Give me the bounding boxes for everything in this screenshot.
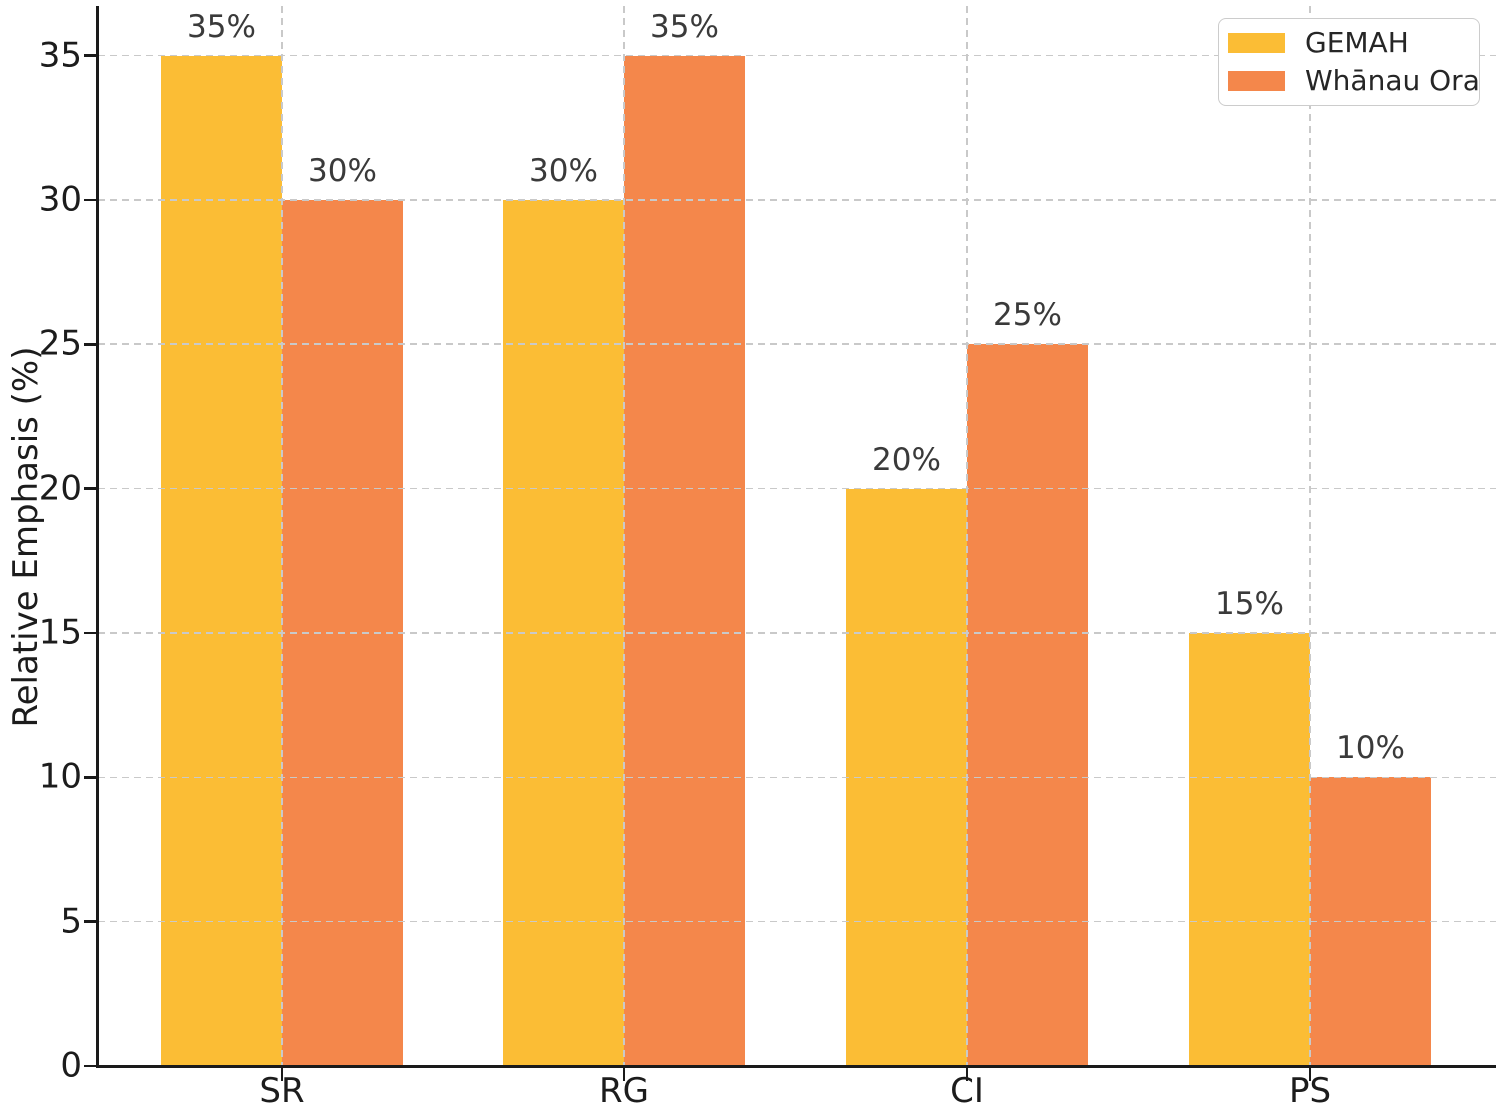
bar-value-label: 35% [650, 8, 719, 45]
x-tick-label: CI [950, 1071, 984, 1107]
y-tick-label: 35 [38, 34, 82, 75]
y-axis-line [95, 6, 99, 1068]
legend-item-gemah: GEMAH [1228, 29, 1479, 57]
bar-value-label: 25% [993, 297, 1062, 334]
y-tick-mark [84, 920, 98, 923]
bar-gemah-sr [161, 55, 282, 1066]
x-tick-label: RG [599, 1071, 649, 1107]
bar-whanau-ora-ci [967, 344, 1088, 1066]
bar-value-label: 30% [308, 152, 377, 189]
gridline-horizontal [98, 920, 1496, 923]
legend-item-whanau-ora: Whānau Ora [1228, 64, 1480, 97]
x-tick-label: SR [259, 1071, 305, 1107]
y-tick-mark [84, 198, 98, 202]
bar-whanau-ora-rg [624, 55, 745, 1066]
gridline-vertical [966, 6, 968, 1066]
gridline-vertical [281, 6, 283, 1066]
gridline-horizontal [98, 776, 1496, 779]
y-tick-mark [84, 343, 98, 346]
legend: GEMAH Whānau Ora [1218, 18, 1480, 106]
x-tick-mark [965, 1067, 969, 1081]
bar-value-label: 10% [1336, 730, 1405, 767]
y-tick-mark [84, 54, 98, 57]
y-tick-mark [84, 487, 98, 490]
y-tick-label: 10 [38, 756, 82, 797]
bar-value-label: 15% [1215, 585, 1284, 622]
bar-value-label: 35% [187, 8, 256, 45]
y-tick-label: 15 [38, 612, 82, 653]
y-axis-title: Relative Emphasis (%) [6, 346, 46, 728]
x-tick-label: PS [1288, 1071, 1332, 1107]
gridline-horizontal [98, 54, 1496, 57]
legend-swatch-gemah [1228, 33, 1285, 53]
x-tick-mark [280, 1067, 284, 1081]
y-tick-mark [84, 631, 98, 635]
bar-value-label: 20% [872, 441, 941, 478]
gridline-horizontal [98, 199, 1496, 201]
x-axis-line [95, 1064, 1496, 1068]
legend-swatch-whanau-ora [1228, 71, 1285, 91]
y-tick-label: 25 [38, 323, 82, 364]
bar-value-label: 30% [529, 152, 598, 189]
y-tick-mark [84, 776, 98, 779]
legend-label: GEMAH [1305, 26, 1409, 59]
y-tick-label: 5 [60, 900, 82, 941]
gridline-horizontal [98, 343, 1496, 346]
gridline-vertical [1309, 6, 1311, 1066]
gridline-vertical [623, 6, 625, 1066]
y-tick-label: 30 [38, 179, 82, 220]
bar-gemah-ps [1189, 632, 1310, 1066]
y-tick-label: 0 [60, 1045, 82, 1086]
x-tick-mark [622, 1067, 626, 1081]
x-tick-mark [1308, 1067, 1312, 1081]
gridline-horizontal [98, 632, 1496, 634]
y-tick-label: 20 [38, 467, 82, 508]
legend-label: Whānau Ora [1305, 64, 1480, 97]
y-tick-mark [84, 1064, 98, 1068]
gridline-horizontal [98, 487, 1496, 490]
